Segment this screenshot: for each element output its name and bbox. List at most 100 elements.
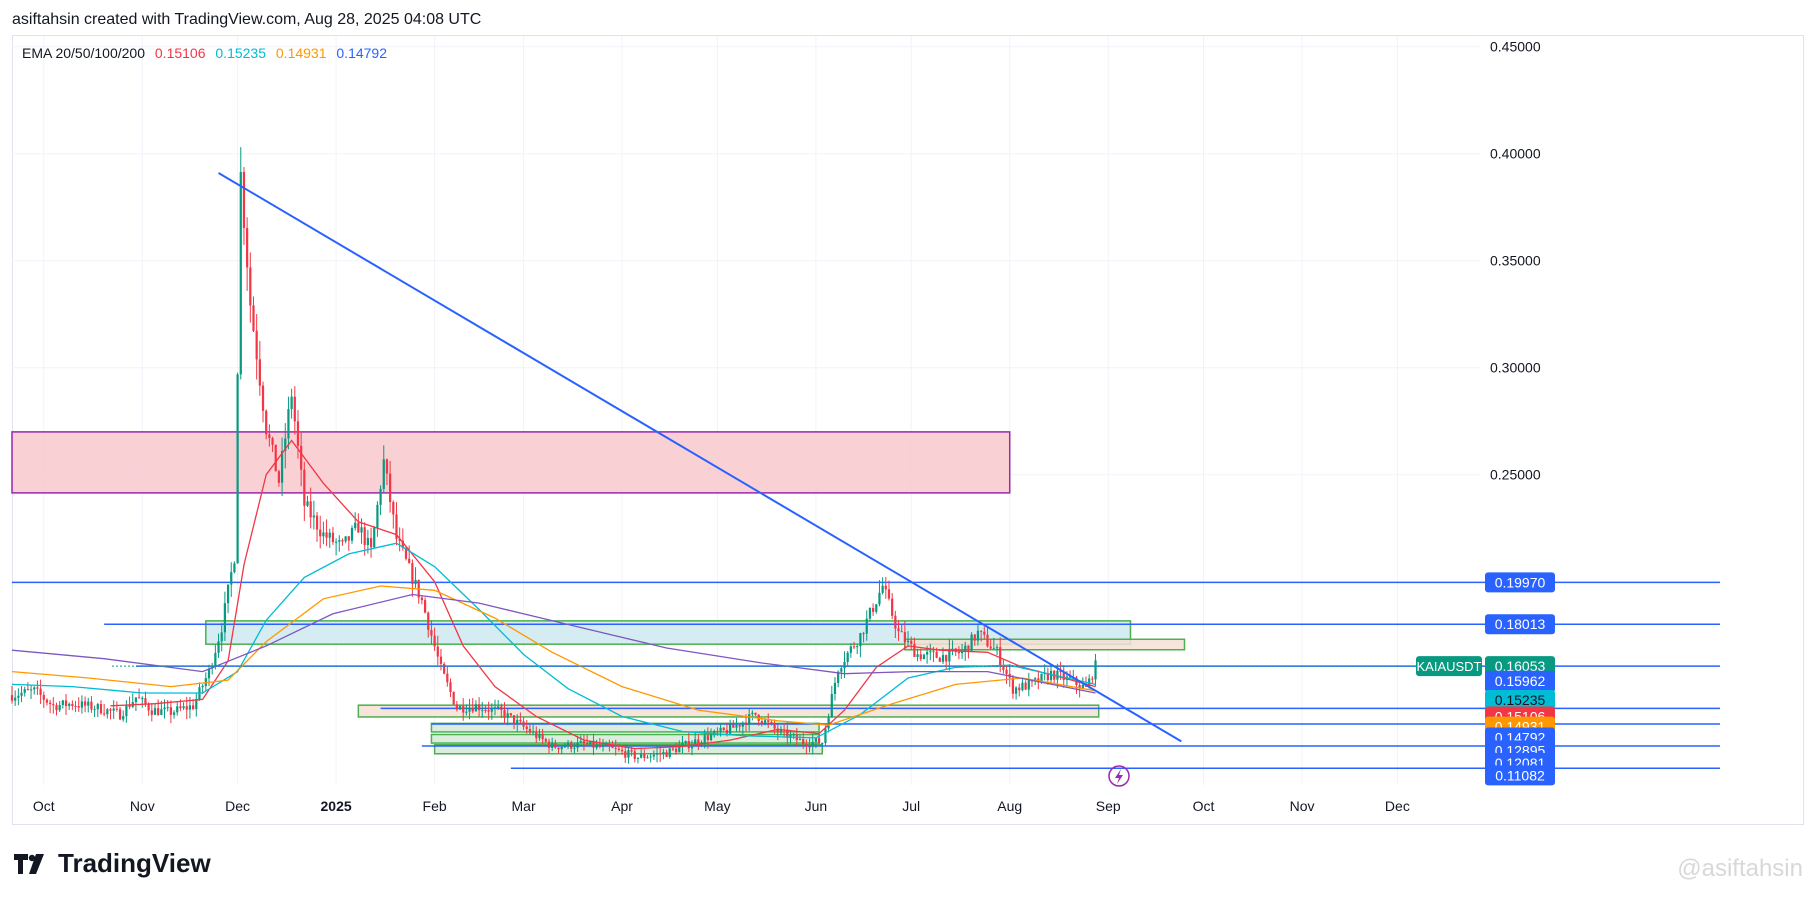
symbol-tag	[1416, 656, 1482, 677]
candle-bullish	[223, 603, 227, 633]
candle-bearish	[411, 563, 414, 585]
candle-bullish	[709, 734, 713, 741]
candle-bearish	[268, 434, 271, 439]
price-tag-label: 0.16053	[1495, 658, 1546, 674]
candle-bullish	[516, 719, 519, 724]
candle-bullish	[995, 647, 999, 649]
candle-bullish	[640, 754, 643, 758]
candle-bearish	[401, 540, 404, 548]
tradingview-logo-icon	[14, 853, 44, 874]
candle-bullish	[344, 536, 347, 542]
candle-bullish	[465, 711, 468, 713]
candle-bullish	[195, 698, 198, 710]
candle-bullish	[941, 655, 945, 662]
candle-bullish	[1049, 670, 1053, 681]
candle-bearish	[643, 754, 646, 758]
candle-bearish	[71, 703, 74, 706]
candle-bearish	[633, 751, 636, 759]
candle-bullish	[506, 713, 509, 718]
price-tag-label: 0.15962	[1495, 673, 1546, 689]
candle-bearish	[436, 646, 439, 657]
candle-bearish	[249, 267, 252, 306]
x-tick-label: May	[704, 798, 730, 814]
candle-bullish	[1094, 660, 1097, 680]
candle-bearish	[242, 172, 246, 229]
zone-supply	[904, 638, 1186, 651]
candle-bullish	[163, 707, 166, 710]
candle-bearish	[433, 635, 436, 647]
candle-bullish	[226, 584, 230, 604]
candle-bearish	[547, 741, 551, 748]
candle-bullish	[33, 687, 36, 690]
price-tag	[1485, 690, 1555, 711]
candle-bearish	[535, 731, 538, 739]
candle-bullish	[646, 757, 649, 759]
chart-frame	[12, 35, 1804, 825]
candle-bullish	[881, 585, 884, 593]
candle-bearish	[522, 721, 525, 727]
x-tick-label: Aug	[997, 798, 1022, 814]
candle-bullish	[379, 488, 382, 505]
x-tick-label: Dec	[1385, 798, 1410, 814]
x-tick-label: Oct	[33, 798, 55, 814]
candle-bullish	[80, 701, 84, 708]
candle-bullish	[188, 705, 192, 710]
candle-bearish	[315, 515, 319, 530]
candle-bearish	[487, 710, 490, 712]
candle-bullish	[576, 742, 579, 748]
candle-bearish	[986, 634, 989, 647]
candle-bearish	[347, 536, 350, 541]
descending-trendline	[218, 172, 1182, 743]
candle-bearish	[341, 540, 344, 542]
candle-bullish	[322, 532, 325, 537]
candle-bearish	[439, 656, 443, 664]
candle-bullish	[662, 752, 665, 755]
candle-bullish	[93, 709, 96, 711]
candle-bullish	[360, 527, 363, 533]
candle-bullish	[14, 697, 17, 701]
x-tick-label: Dec	[225, 798, 250, 814]
candle-bearish	[938, 657, 941, 662]
candle-bearish	[192, 705, 195, 710]
candle-bearish	[74, 705, 77, 707]
candle-bullish	[824, 728, 827, 744]
candle-bearish	[36, 687, 39, 689]
x-tick-label: Sep	[1096, 798, 1121, 814]
candle-bearish	[462, 706, 465, 713]
candle-bullish	[58, 705, 61, 711]
zone-demand	[357, 704, 1100, 718]
candle-bearish	[420, 597, 424, 601]
candle-bullish	[236, 374, 239, 564]
candle-bullish	[382, 459, 385, 489]
candle-bullish	[61, 700, 64, 706]
candle-bearish	[389, 473, 392, 503]
candle-bearish	[716, 730, 719, 732]
candle-bearish	[185, 706, 188, 710]
x-tick-label: Oct	[1193, 798, 1215, 814]
candle-bearish	[369, 537, 373, 548]
x-tick-label: Mar	[512, 798, 536, 814]
candle-bullish	[106, 709, 109, 715]
candle-bearish	[385, 459, 389, 474]
candle-bearish	[744, 722, 748, 725]
candle-bearish	[767, 720, 770, 723]
candle-bullish	[681, 743, 684, 747]
candle-bearish	[1018, 687, 1021, 691]
price-tag-label: 0.11082	[1495, 767, 1545, 783]
candle-bearish	[157, 708, 160, 715]
candle-bullish	[373, 527, 376, 548]
candle-bearish	[423, 600, 427, 613]
ema-100-line	[11, 585, 1096, 726]
candle-bearish	[967, 645, 970, 651]
candle-bearish	[722, 727, 725, 730]
tradingview-logo[interactable]: TradingView	[14, 848, 211, 879]
candle-bullish	[948, 648, 951, 662]
candle-bearish	[49, 702, 52, 705]
candle-bearish	[983, 631, 986, 635]
candle-bearish	[932, 651, 935, 653]
candle-bearish	[871, 608, 875, 612]
candle-bearish	[913, 643, 916, 657]
candle-bearish	[592, 740, 595, 748]
candle-bullish	[703, 735, 706, 743]
